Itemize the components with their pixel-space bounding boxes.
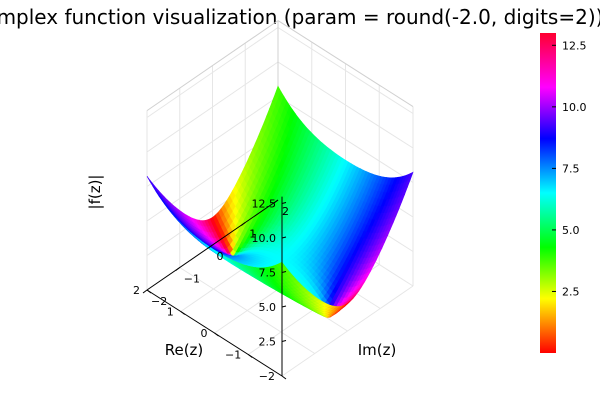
- x-axis-label: Re(z): [165, 341, 204, 359]
- x-tick: [247, 354, 253, 358]
- x-tick-label: 1: [167, 306, 174, 319]
- y-tick: [175, 267, 181, 271]
- y-axis-label: Im(z): [358, 341, 397, 359]
- z-axis-label: |f(z)|: [86, 175, 104, 210]
- y-tick-label: 1: [249, 228, 256, 241]
- z-tick: [281, 340, 287, 342]
- x-tick: [214, 332, 219, 337]
- z-tick-label: 7.5: [259, 267, 277, 280]
- x-tick-label: −2: [259, 370, 275, 383]
- y-tick: [208, 244, 213, 249]
- x-tick-label: 2: [133, 284, 140, 297]
- x-tick: [180, 311, 186, 315]
- colorbar-ticks: 2.5 5.0 7.5 10.0 12.5: [552, 39, 587, 298]
- y-tick-label: 2: [282, 205, 289, 218]
- colorbar-tick-label: 7.5: [562, 162, 580, 175]
- z-tick-label: 12.5: [252, 198, 277, 211]
- colorbar-tick-label: 2.5: [562, 285, 580, 298]
- box-edge: [277, 20, 414, 108]
- x-tick: [281, 375, 287, 380]
- grid-line: [179, 267, 316, 354]
- z-tick: [281, 305, 287, 308]
- axes-front: −2 −1 0 1 2 −2 −1 0 1 2 2.5 5.0 7.5 10.0 12.5: [133, 196, 289, 383]
- x-tick-label: 0: [201, 327, 208, 340]
- z-tick-label: 5.0: [259, 301, 277, 314]
- y-tick-label: −1: [184, 273, 200, 286]
- y-tick-label: −2: [151, 295, 167, 308]
- z-tick: [281, 202, 287, 204]
- colorbar-tick-label: 10.0: [562, 101, 587, 114]
- y-tick: [273, 199, 279, 204]
- colorbar-tick-label: 5.0: [562, 224, 580, 237]
- y-tick: [240, 222, 246, 226]
- x-tick-label: −1: [225, 349, 241, 362]
- z-tick: [281, 271, 287, 273]
- surface: [146, 85, 414, 318]
- colorbar-tick-label: 12.5: [562, 39, 587, 52]
- box-edge: [146, 20, 279, 112]
- x-tick: [146, 289, 152, 294]
- z-tick-label: 2.5: [259, 336, 277, 349]
- y-tick-label: 0: [217, 250, 224, 263]
- chart-title: mplex function visualization (param = ro…: [0, 5, 600, 29]
- y-tick: [142, 289, 148, 294]
- z-tick: [281, 236, 287, 239]
- z-tick-label: 10.0: [252, 232, 277, 245]
- colorbar: [540, 33, 556, 353]
